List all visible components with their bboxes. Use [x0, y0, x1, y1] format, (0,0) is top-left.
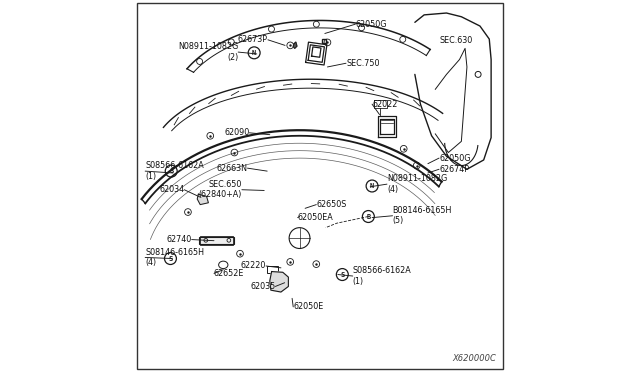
Text: S08566-6162A
(1): S08566-6162A (1) [353, 266, 412, 286]
Text: 62663N: 62663N [216, 164, 248, 173]
Text: S: S [340, 272, 344, 278]
Text: S: S [169, 168, 173, 174]
Text: 62674P: 62674P [439, 165, 469, 174]
Text: S: S [168, 256, 173, 262]
Text: 62652E: 62652E [214, 269, 244, 278]
Text: 62050EA: 62050EA [298, 213, 333, 222]
Text: 62050G: 62050G [439, 154, 470, 163]
Polygon shape [293, 42, 297, 48]
Text: 62050G: 62050G [355, 20, 387, 29]
Text: 62050E: 62050E [293, 302, 323, 311]
Text: B: B [366, 214, 371, 219]
Polygon shape [197, 194, 209, 205]
Bar [200, 236, 234, 245]
Text: 62090: 62090 [224, 128, 250, 137]
Text: X620000C: X620000C [453, 354, 497, 363]
Text: 62035: 62035 [250, 282, 275, 291]
Text: 62740: 62740 [166, 235, 191, 244]
Text: N: N [370, 183, 374, 189]
Text: N08911-1082G
(4): N08911-1082G (4) [387, 174, 447, 194]
Text: N: N [252, 50, 256, 56]
Text: SEC.750: SEC.750 [346, 59, 380, 68]
Text: SEC.630: SEC.630 [439, 36, 472, 45]
Bar [267, 266, 278, 273]
Text: B08146-6165H
(5): B08146-6165H (5) [392, 206, 452, 225]
Text: S08146-6165H
(4): S08146-6165H (4) [145, 248, 204, 267]
Text: 62650S: 62650S [316, 200, 347, 209]
Text: 62022: 62022 [372, 100, 397, 109]
Bar [199, 237, 234, 244]
Text: S08566-6162A
(1): S08566-6162A (1) [145, 161, 204, 181]
Text: SEC.650
(62840+A): SEC.650 (62840+A) [198, 180, 242, 199]
Text: 62673P: 62673P [238, 35, 268, 44]
Text: N08911-1082G
(2): N08911-1082G (2) [178, 42, 238, 62]
Text: 62220: 62220 [241, 262, 266, 270]
Polygon shape [270, 272, 289, 292]
Text: 62034: 62034 [159, 185, 184, 194]
